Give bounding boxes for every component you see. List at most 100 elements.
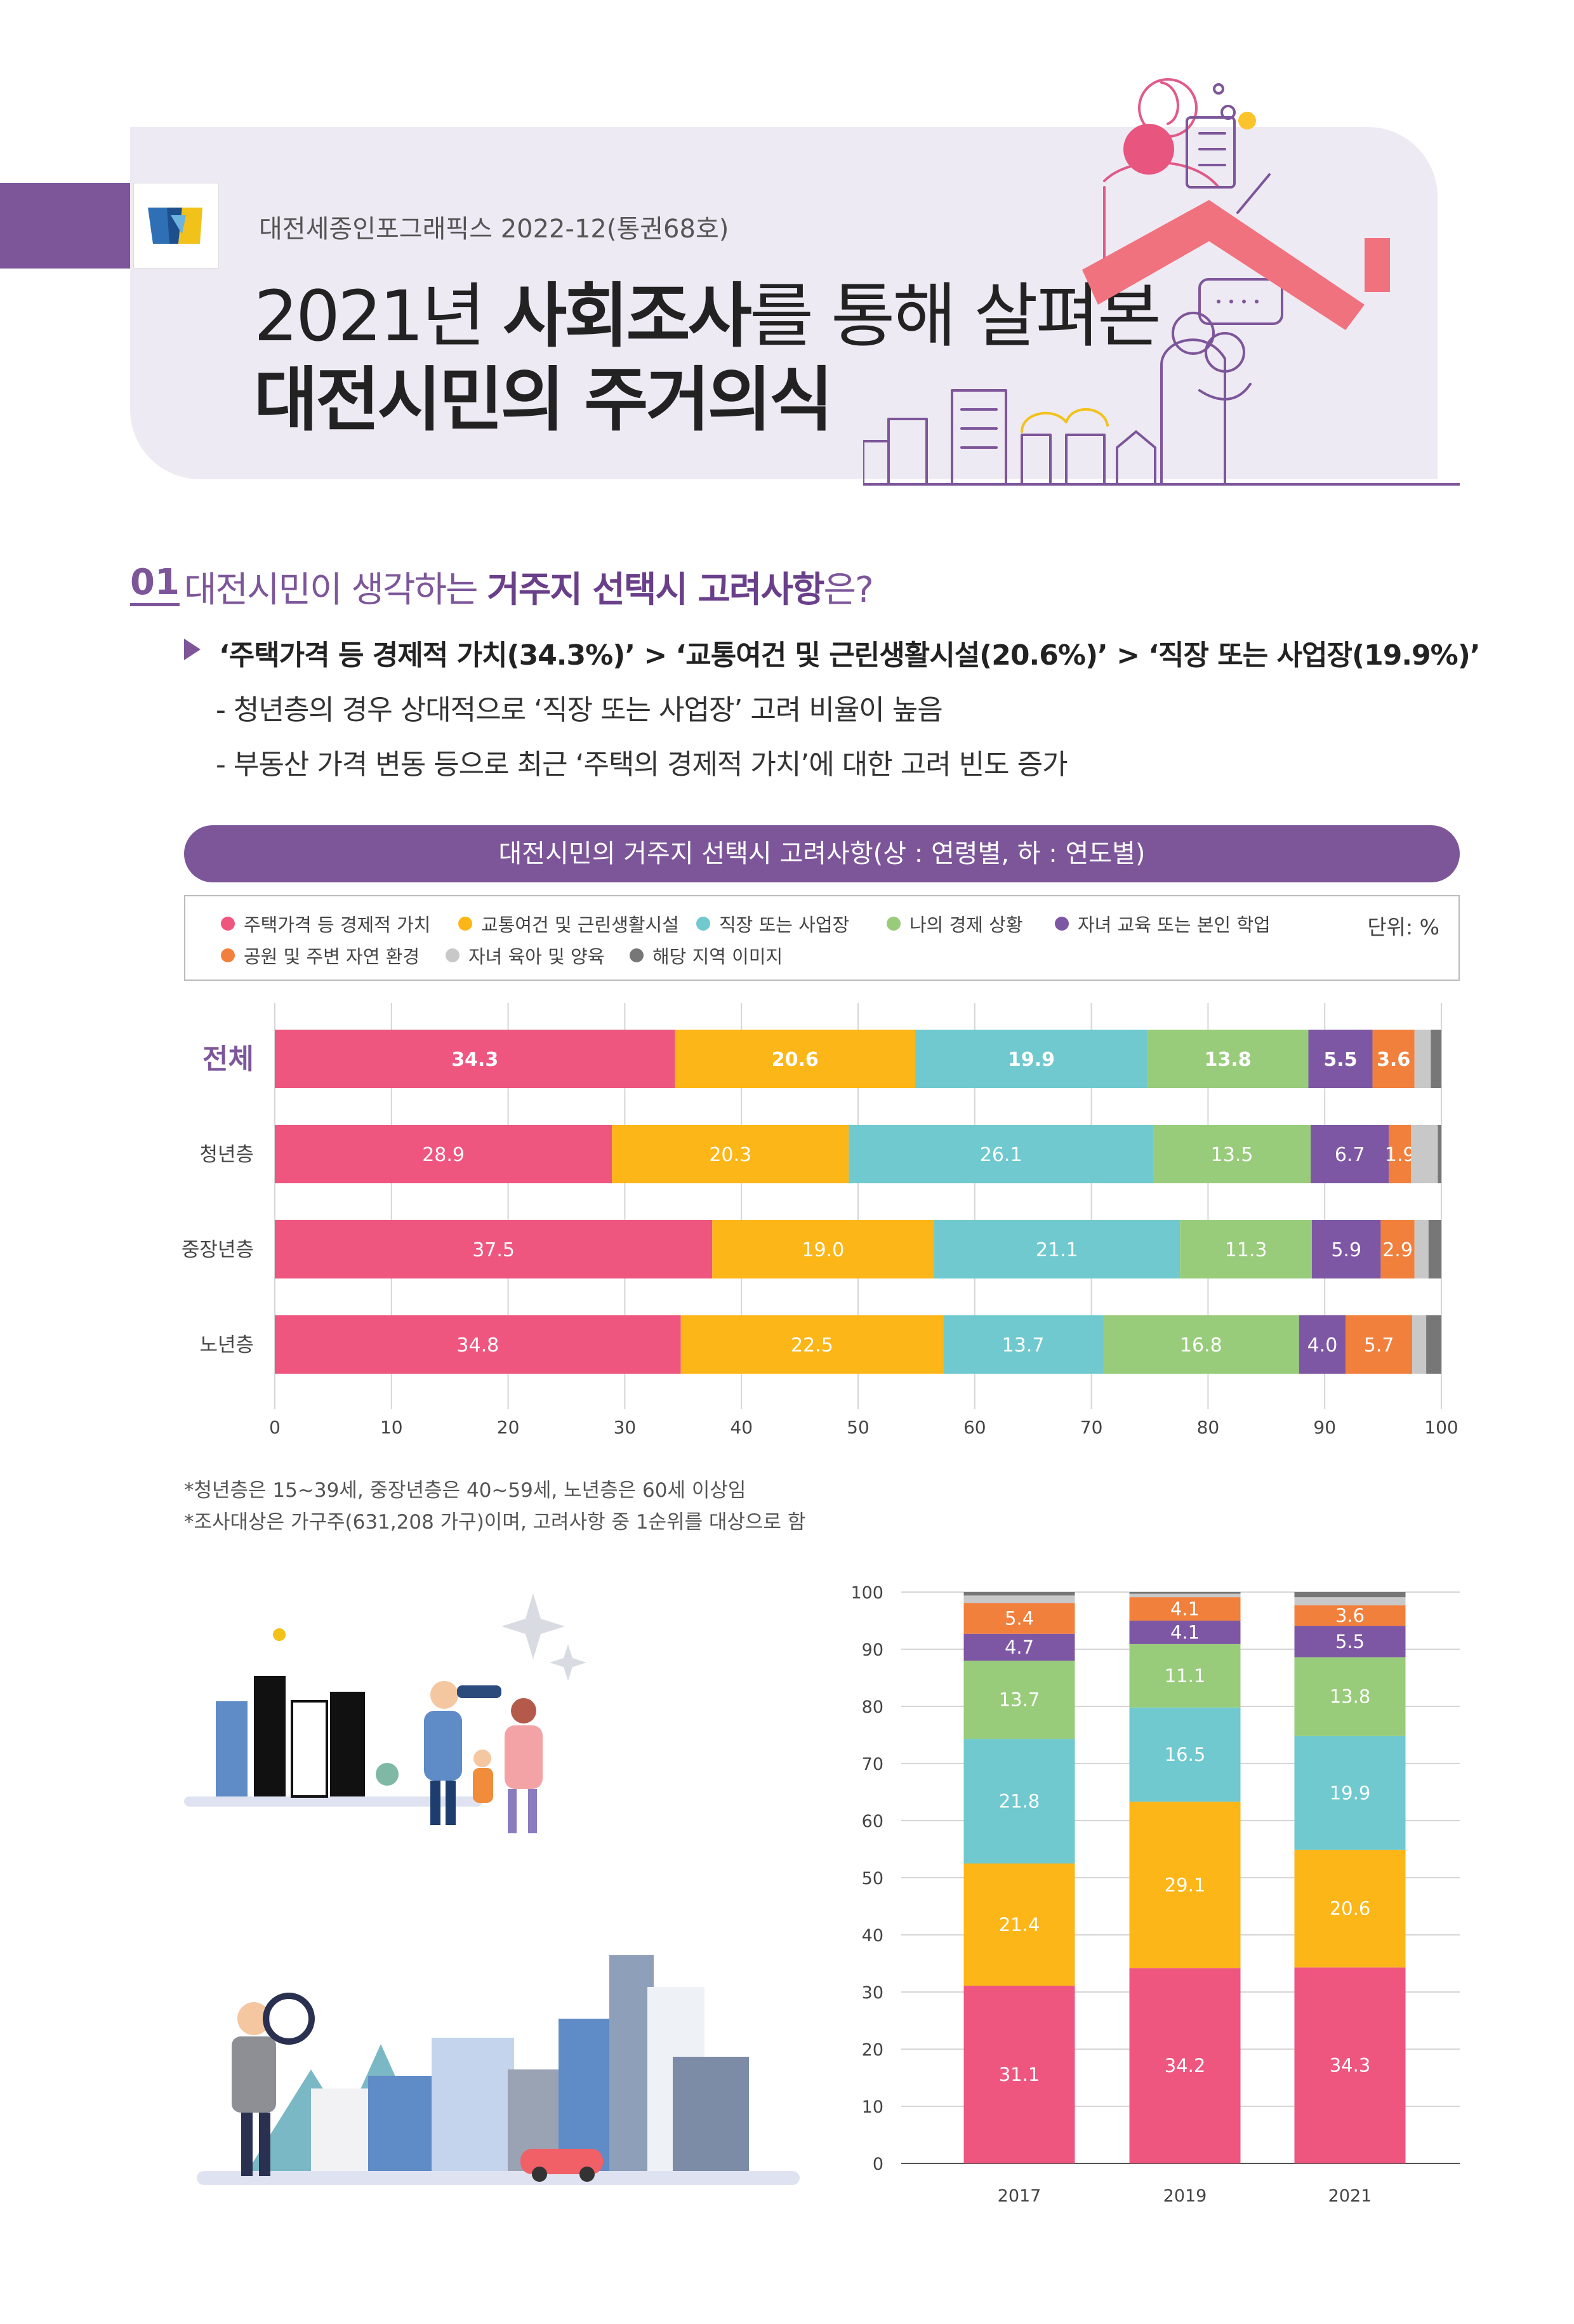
- data-label: 13.7: [999, 1689, 1040, 1711]
- y-tick-label: 100: [850, 1583, 883, 1603]
- legend-item: 자녀 육아 및 양육: [446, 942, 604, 969]
- bar-segment: [1412, 1315, 1427, 1374]
- bar-segment: [943, 1315, 1103, 1374]
- data-label: 19.0: [802, 1239, 844, 1261]
- data-label: 5.7: [1364, 1334, 1394, 1357]
- bullet-point: - 부동산 가격 변동 등으로 최근 ‘주택의 경제적 가치’에 대한 고려 빈…: [216, 748, 1068, 781]
- bar-segment: [1294, 1849, 1406, 1968]
- city-family-illustration: [184, 1593, 800, 2185]
- unit-label: 단위: %: [1367, 915, 1439, 940]
- bar-segment: [915, 1030, 1147, 1088]
- data-label: 6.7: [1335, 1144, 1365, 1166]
- bar-segment: [963, 1592, 1075, 1596]
- legend-swatch: [221, 948, 235, 962]
- category-label: 2017: [998, 2186, 1042, 2206]
- legend-swatch: [887, 917, 901, 931]
- data-label: 3.6: [1377, 1049, 1410, 1071]
- bar-segment: [1294, 1736, 1406, 1850]
- section-number: 01: [130, 565, 180, 606]
- bar-segment: [1294, 1605, 1406, 1626]
- bar-segment: [275, 1220, 713, 1278]
- bar-segment: [1294, 1967, 1406, 2163]
- category-label: 2019: [1163, 2186, 1207, 2206]
- data-label: 13.7: [1002, 1334, 1045, 1357]
- bullet-point: - 청년층의 경우 상대적으로 ‘직장 또는 사업장’ 고려 비율이 높음: [216, 694, 943, 726]
- legend-item: 주택가격 등 경제적 가치: [221, 910, 430, 937]
- bar-segment: [963, 1986, 1075, 2163]
- data-label: 4.0: [1307, 1334, 1338, 1357]
- bar-segment: [1380, 1220, 1415, 1278]
- data-label: 16.5: [1165, 1744, 1206, 1765]
- bar-segment: [1294, 1626, 1406, 1657]
- year-bar-chart: 0 10 20 30 40 50 60 70 80 90 100 2017 31.1 21.4 21.8 13…: [850, 1583, 1460, 2206]
- data-label: 34.2: [1165, 2055, 1206, 2076]
- x-tick-label: 90: [1313, 1417, 1336, 1438]
- question-post: 은?: [823, 569, 874, 611]
- data-label: 20.6: [1330, 1898, 1371, 1920]
- bar-segment: [1311, 1125, 1389, 1183]
- data-label: 21.8: [999, 1790, 1040, 1812]
- bar-segment: [680, 1315, 944, 1374]
- y-tick-label: 50: [862, 1869, 883, 1889]
- bar-segment: [1129, 1597, 1241, 1621]
- bar-segment: [1147, 1030, 1309, 1088]
- category-label: 노년층: [199, 1334, 254, 1357]
- header-band: [130, 127, 1438, 479]
- x-tick-label: 100: [1424, 1417, 1458, 1438]
- bar-segment: [1346, 1315, 1413, 1374]
- page-title-line2: 대전시민의 주거의식: [254, 359, 833, 441]
- bar-segment: [849, 1125, 1154, 1183]
- data-label: 13.8: [1330, 1686, 1371, 1708]
- data-label: 5.5: [1323, 1049, 1357, 1071]
- category-label: 청년층: [199, 1143, 254, 1166]
- bar-segment: [1129, 1707, 1241, 1802]
- legend-label: 나의 경제 상황: [909, 914, 1023, 936]
- data-label: 19.9: [1330, 1782, 1371, 1803]
- bar-segment: [1180, 1220, 1312, 1278]
- bar-segment: [1431, 1030, 1441, 1088]
- x-tick-label: 20: [497, 1417, 520, 1438]
- data-label: 28.9: [422, 1144, 465, 1166]
- bar-segment: [1129, 1968, 1241, 2163]
- data-label: 16.8: [1180, 1334, 1222, 1357]
- bar-segment: [275, 1315, 681, 1374]
- legend-label: 공원 및 주변 자연 환경: [244, 946, 420, 967]
- bar-segment: [612, 1125, 849, 1183]
- data-label: 5.9: [1331, 1239, 1361, 1261]
- category-label: 2021: [1328, 2186, 1372, 2206]
- legend-label: 자녀 육아 및 양육: [468, 946, 605, 967]
- data-label: 37.5: [472, 1239, 515, 1261]
- category-label: 전체: [202, 1043, 254, 1075]
- y-tick-label: 40: [862, 1926, 883, 1946]
- bar-segment: [275, 1030, 675, 1088]
- bar-segment: [1389, 1125, 1412, 1183]
- bar-segment: [963, 1595, 1075, 1604]
- bar-segment: [1438, 1125, 1441, 1183]
- bar-segment: [1129, 1802, 1241, 1969]
- data-label: 21.1: [1036, 1239, 1078, 1261]
- y-tick-label: 20: [862, 2040, 883, 2060]
- data-label: 5.4: [1005, 1607, 1034, 1629]
- legend-swatch: [696, 917, 710, 931]
- bar-segment: [675, 1030, 916, 1088]
- section-question: 대전시민이 생각하는 거주지 선택시 고려사항은?: [184, 561, 874, 613]
- issue-label: 대전세종인포그래픽스 2022-12(통권68호): [259, 215, 729, 244]
- bar-segment: [1294, 1592, 1406, 1598]
- y-tick-label: 90: [862, 1640, 883, 1660]
- bar-segment: [1294, 1657, 1406, 1736]
- data-label: 5.5: [1335, 1631, 1365, 1652]
- legend-label: 교통여건 및 근린생활시설: [481, 914, 679, 936]
- data-label: 31.1: [999, 2064, 1040, 2085]
- data-label: 20.3: [709, 1144, 751, 1166]
- bar-segment: [1299, 1315, 1346, 1374]
- legend-item: 자녀 교육 또는 본인 학업: [1055, 910, 1271, 937]
- bar-segment: [934, 1220, 1180, 1278]
- x-tick-label: 30: [614, 1417, 637, 1438]
- data-label: 34.3: [451, 1049, 498, 1071]
- data-label: 13.5: [1211, 1144, 1253, 1166]
- data-label: 26.1: [980, 1144, 1022, 1166]
- legend-label: 직장 또는 사업장: [719, 914, 850, 936]
- x-tick-label: 50: [847, 1417, 870, 1438]
- data-label: 19.9: [1008, 1049, 1055, 1071]
- data-label: 3.6: [1335, 1605, 1365, 1626]
